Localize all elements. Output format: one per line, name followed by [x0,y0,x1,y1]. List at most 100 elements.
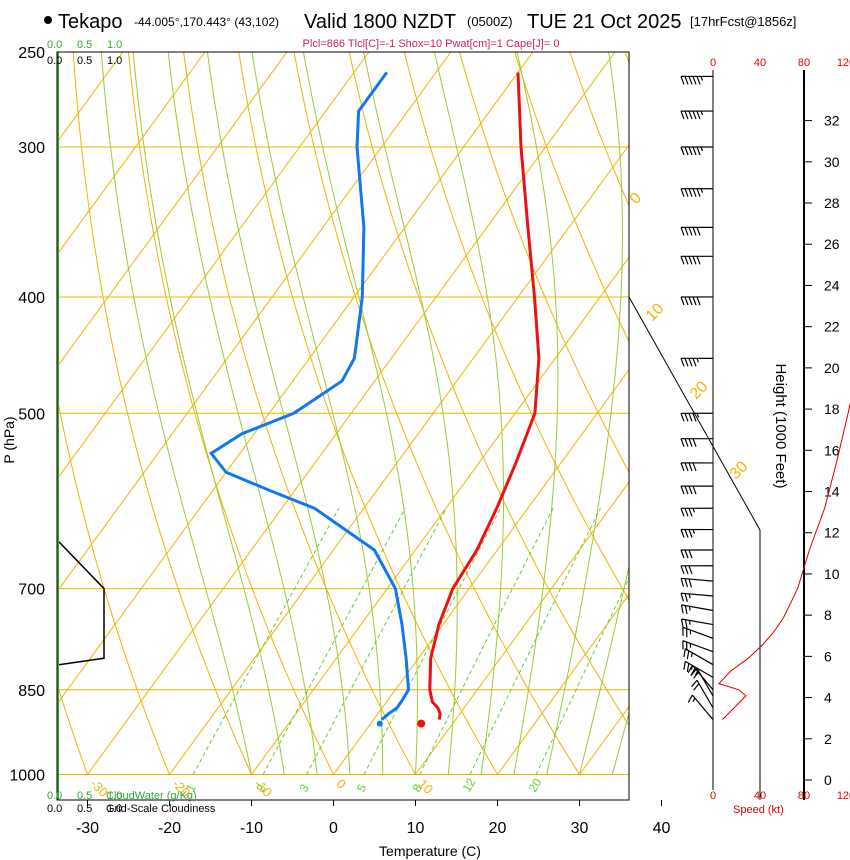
speed-tick-top: 80 [798,57,810,69]
forecast-date: TUE 21 Oct 2025 [527,11,682,33]
wind-barb [691,679,714,709]
pressure-tick-label: 400 [18,290,45,307]
pressure-tick-label: 500 [18,406,45,423]
moist-adiabat [167,52,318,775]
valid-time: Valid 1800 NZDT [304,11,456,33]
x-tick-label: -20 [158,820,181,837]
dry-adiabat [57,682,88,775]
cloudiness-tick-top: 1.0 [107,55,122,67]
station-marker-icon [44,16,52,24]
moist-adiabat [251,52,384,775]
plot-frame [56,51,630,801]
height-tick-label: 22 [824,319,840,335]
height-axis-label: Height (1000 Feet) [772,363,789,488]
wind-barb [680,485,714,495]
cloudwater-tick-top: 1.0 [107,39,122,51]
speed-tick-bottom: 0 [710,790,716,802]
wind-barb [680,438,714,447]
height-tick-label: 20 [824,360,840,376]
wind-barb [680,549,714,559]
moist-adiabat [579,564,629,775]
moist-adiabat [513,52,559,775]
cloudwater-tick-top: 0.5 [77,39,92,51]
isotherm [57,52,206,256]
forecast-info: [17hrFcst@1856z] [690,14,796,29]
dry-adiabat [238,52,498,775]
wind-barb [680,528,714,538]
isotherm [251,256,629,775]
wind-barb [680,604,714,615]
cloudiness-label: Grid-Scale Cloudiness [106,803,216,815]
height-tick-label: 0 [824,772,832,788]
x-tick-label: 30 [571,820,589,837]
wind-panel-boundary [628,52,761,800]
height-tick-label: 10 [824,566,840,582]
height-tick-label: 26 [824,236,840,252]
wind-barb [680,462,714,472]
dry-adiabat [403,52,629,601]
height-tick-label: 8 [824,607,832,623]
wind-barb [682,626,714,639]
x-tick-label: 40 [653,820,671,837]
wind-barb [680,296,714,306]
cloudiness-tick-top: 0.5 [77,55,92,67]
dry-adiabat-label: 0 [333,776,349,792]
pressure-tick-label: 250 [18,45,45,62]
isotherm [415,481,629,775]
mixing-ratio-label: 12 [460,776,479,795]
height-tick-label: 24 [824,277,840,293]
cloudwater-tick-bottom: 0.0 [47,790,62,802]
station-coords: -44.005°,170.443° (43,102) [134,15,279,29]
cloudiness-tick-bottom: 0.0 [47,803,62,815]
x-tick-label: -10 [240,820,263,837]
mixing-ratio-line [306,508,447,775]
dry-adiabat [293,52,580,775]
isotherm [57,52,452,593]
mixing-ratio-line [192,508,340,775]
y-axis-label: P (hPa) [1,416,17,463]
x-tick-label: -30 [76,820,99,837]
dry-adiabat [72,52,252,775]
pressure-tick-label: 300 [18,140,45,157]
moist-adiabat [645,52,849,775]
moist-adiabat [546,52,624,775]
parcel-params: Plcl=866 Tlcl[C]=-1 Shox=10 Pwat[cm]=1 C… [303,38,560,50]
cloudwater-tick-bottom: 0.5 [77,790,92,802]
isotherm-label: 30 [727,458,752,483]
isotherm [57,52,288,368]
dry-adiabat [183,52,416,775]
wind-barb [680,146,714,156]
mixing-ratio-label: 3 [297,781,313,794]
wind-barb [680,226,714,236]
isotherm-label: 10 [643,300,668,325]
pressure-tick-label: 1000 [9,768,45,785]
height-tick-label: 2 [824,731,832,747]
dry-adiabat-label: -10 [251,776,275,800]
surface-dewpoint-point [376,720,383,727]
wind-speed-line [717,402,850,720]
surface-temperature-point [417,719,426,728]
isotherm-label: 0 [627,189,645,207]
wind-barb [680,110,714,120]
dry-adiabat [57,393,170,775]
moist-adiabat [434,52,504,775]
wind-barb [680,357,714,367]
wind-barb [680,412,714,422]
wind-barb [683,648,714,666]
moist-adiabat [206,52,351,775]
mixing-ratio-label: 20 [526,776,545,795]
cloudiness-tick-bottom: 1.0 [107,803,122,815]
speed-label: Speed (kt) [733,804,784,816]
speed-tick-bottom: 120 [837,790,850,802]
cloudiness-tick-top: 0.0 [47,55,62,67]
wind-barb [682,640,714,653]
wind-barb [687,694,714,720]
dewpoint-line [208,71,411,721]
skewt-grid [57,52,849,775]
dry-adiabat [348,52,629,727]
isotherm [333,368,629,775]
cloudiness-line [58,541,105,666]
